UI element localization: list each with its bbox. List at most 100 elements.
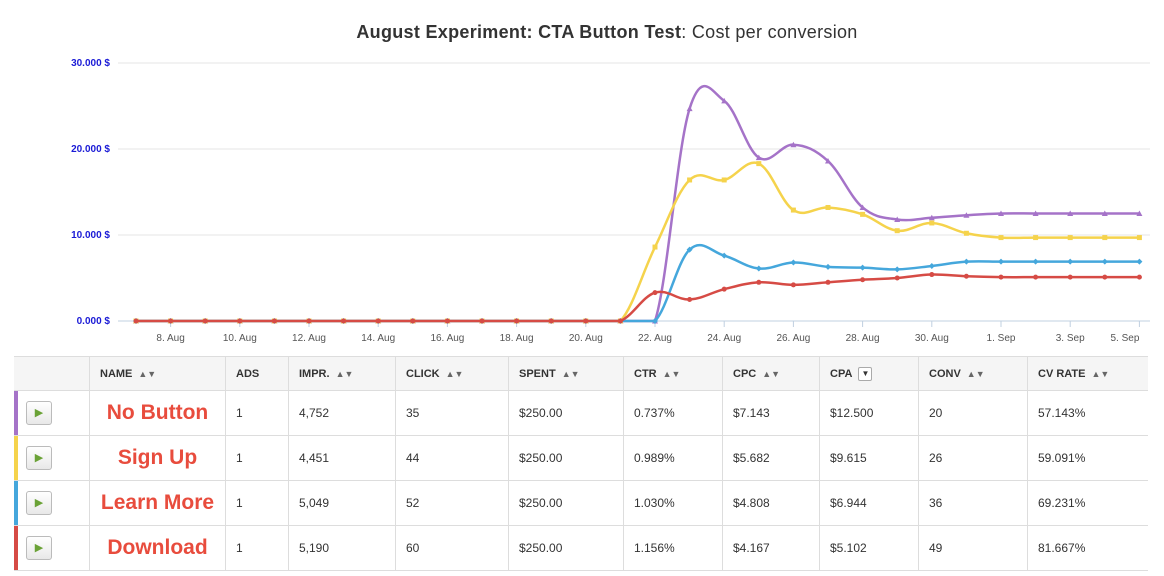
data-point: [860, 277, 866, 283]
data-point: [998, 258, 1004, 265]
cell-spent: $250.00: [508, 435, 624, 481]
data-point: [617, 318, 623, 324]
x-tick-label: 1. Sep: [987, 333, 1016, 344]
cell-conv: 20: [918, 390, 1028, 436]
row-name: Learn More: [89, 480, 226, 526]
y-tick-label: 30.000 $: [71, 58, 110, 69]
x-tick-label: 5. Sep: [1110, 333, 1139, 344]
y-tick-label: 10.000 $: [71, 230, 110, 241]
data-point: [1102, 274, 1108, 280]
header-cvrate[interactable]: CV RATE ▲▼: [1027, 356, 1148, 391]
cell-spent: $250.00: [508, 390, 624, 436]
series-color-bar: [14, 391, 18, 435]
row-controls: ▶: [14, 525, 90, 571]
cell-cpa: $12.500: [819, 390, 919, 436]
chart-title-rest: : Cost per conversion: [681, 22, 858, 42]
data-point: [721, 286, 727, 292]
data-point: [1067, 274, 1073, 280]
sort-icon[interactable]: ▲▼: [762, 368, 781, 379]
table-row: ▶ Learn More 1 5,049 52 $250.00 1.030% $4.808 $6…: [14, 480, 1148, 526]
sort-icon[interactable]: ▲▼: [335, 368, 354, 379]
header-spent[interactable]: SPENT ▲▼: [508, 356, 624, 391]
data-point: [1102, 235, 1108, 241]
x-tick-label: 22. Aug: [638, 333, 672, 344]
header-name[interactable]: NAME ▲▼: [89, 356, 226, 391]
header-conv[interactable]: CONV ▲▼: [918, 356, 1028, 391]
header-ctr[interactable]: CTR ▲▼: [623, 356, 723, 391]
row-name: Sign Up: [89, 435, 226, 481]
data-point: [1136, 235, 1142, 241]
cell-spent: $250.00: [508, 525, 624, 571]
data-point: [514, 318, 520, 324]
play-icon[interactable]: ▶: [26, 401, 52, 425]
row-controls: ▶: [14, 390, 90, 436]
header-ads: ADS: [225, 356, 289, 391]
play-icon[interactable]: ▶: [26, 446, 52, 470]
series-color-bar: [14, 481, 18, 525]
data-point: [998, 274, 1004, 280]
sort-icon[interactable]: ▲▼: [561, 368, 580, 379]
cell-ads: 1: [225, 390, 289, 436]
x-tick-label: 12. Aug: [292, 333, 326, 344]
cell-click: 44: [395, 435, 509, 481]
data-point: [687, 177, 693, 183]
data-point: [1067, 258, 1074, 265]
chart-title-bold: August Experiment: CTA Button Test: [356, 22, 682, 42]
data-point: [929, 220, 935, 226]
data-point: [928, 214, 935, 221]
sort-icon[interactable]: ▲▼: [966, 368, 985, 379]
data-point: [790, 141, 797, 148]
header-cpa[interactable]: CPA ▼: [819, 356, 919, 391]
series-color-bar: [14, 526, 18, 570]
cell-click: 60: [395, 525, 509, 571]
header-click[interactable]: CLICK ▲▼: [395, 356, 509, 391]
data-point: [894, 266, 901, 273]
play-icon[interactable]: ▶: [26, 491, 52, 515]
data-point: [825, 263, 831, 270]
sort-icon[interactable]: ▲▼: [445, 368, 464, 379]
series-line: [136, 161, 1140, 323]
data-point: [237, 318, 243, 324]
x-tick-label: 16. Aug: [430, 333, 464, 344]
data-point: [755, 265, 762, 272]
play-icon[interactable]: ▶: [26, 536, 52, 560]
cell-cpc: $4.167: [722, 525, 820, 571]
row-name: No Button: [89, 390, 226, 436]
series-line: [136, 273, 1140, 323]
cell-ctr: 0.737%: [623, 390, 723, 436]
data-point: [998, 235, 1004, 241]
row-controls: ▶: [14, 435, 90, 481]
cell-impr: 5,190: [288, 525, 396, 571]
sort-icon[interactable]: ▲▼: [1091, 368, 1110, 379]
data-point: [1136, 210, 1143, 216]
cell-ctr: 1.030%: [623, 480, 723, 526]
cell-cpa: $5.102: [819, 525, 919, 571]
data-point: [479, 318, 485, 324]
sort-desc-icon[interactable]: ▼: [858, 366, 873, 381]
cell-click: 52: [395, 480, 509, 526]
data-point: [686, 246, 693, 253]
x-tick-label: 24. Aug: [707, 333, 741, 344]
header-impr[interactable]: IMPR. ▲▼: [288, 356, 396, 391]
experiment-table: NAME ▲▼ ADS IMPR. ▲▼ CLICK ▲▼ SPENT ▲▼ CTR ▲▼…: [14, 356, 1148, 571]
table-row: ▶ Sign Up 1 4,451 44 $250.00 0.989% $5.682 $9.61…: [14, 435, 1148, 481]
data-point: [963, 273, 969, 279]
sort-icon[interactable]: ▲▼: [138, 368, 157, 379]
data-point: [1136, 274, 1142, 280]
data-point: [1033, 235, 1039, 241]
row-controls: ▶: [14, 480, 90, 526]
data-point: [859, 264, 866, 271]
data-point: [271, 318, 277, 324]
cell-cpa: $9.615: [819, 435, 919, 481]
data-point: [1101, 210, 1108, 216]
data-point: [306, 318, 312, 324]
row-name: Download: [89, 525, 226, 571]
data-point: [894, 228, 900, 234]
data-point: [963, 258, 970, 265]
x-tick-label: 3. Sep: [1056, 333, 1085, 344]
data-point: [1101, 258, 1108, 265]
sort-icon[interactable]: ▲▼: [662, 368, 681, 379]
data-point: [756, 161, 762, 167]
table-row: ▶ No Button 1 4,752 35 $250.00 0.737% $7.143 $12…: [14, 390, 1148, 436]
header-cpc[interactable]: CPC ▲▼: [722, 356, 820, 391]
